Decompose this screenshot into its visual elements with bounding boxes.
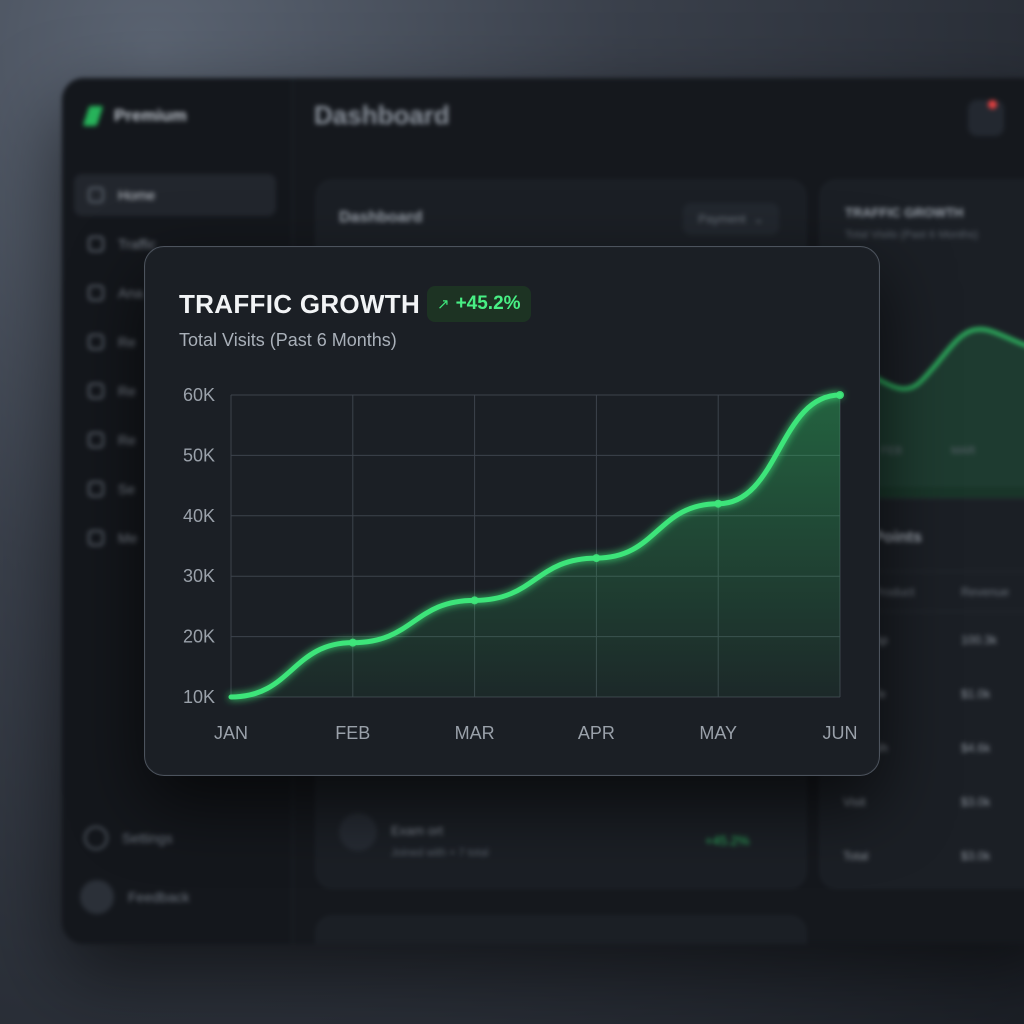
table-cell: Visit bbox=[843, 795, 866, 809]
series-line bbox=[228, 392, 843, 700]
y-tick-label: 60K bbox=[183, 385, 215, 405]
trend-icon bbox=[88, 334, 104, 350]
sidebar-item-label: Se bbox=[118, 481, 136, 497]
brand[interactable]: Premium bbox=[82, 106, 187, 126]
y-axis-ticks: 60K 50K 40K 30K 20K 10K bbox=[183, 385, 215, 707]
y-tick-label: 30K bbox=[183, 566, 215, 586]
table-cell: $3.0k bbox=[961, 849, 991, 863]
megaphone-icon bbox=[88, 432, 104, 448]
users-icon bbox=[88, 285, 104, 301]
avatar bbox=[80, 880, 114, 914]
table-cell: $1.0k bbox=[961, 687, 991, 701]
period-select[interactable]: Payment ⌄ bbox=[683, 203, 779, 235]
sidebar-item-messages[interactable]: Me bbox=[74, 517, 276, 559]
sidebar-item-label: Traffic bbox=[118, 236, 157, 252]
data-point bbox=[714, 499, 723, 508]
period-select-value: Payment bbox=[698, 212, 746, 226]
x-tick-label: JAN bbox=[214, 723, 248, 743]
y-tick-label: 50K bbox=[183, 445, 215, 465]
bar-icon bbox=[88, 383, 104, 399]
right-card-tick: FEB bbox=[881, 445, 903, 457]
right-card-title: TRAFFIC GROWTH bbox=[845, 205, 964, 220]
growth-badge-value: +45.2% bbox=[455, 293, 521, 314]
chart-area bbox=[231, 395, 840, 697]
sidebar-item-schedule[interactable]: Se bbox=[74, 468, 276, 510]
x-tick-label: APR bbox=[578, 723, 615, 743]
table-divider bbox=[821, 571, 1024, 572]
brand-logo-icon bbox=[82, 106, 104, 126]
sidebar-item-reports[interactable]: Re bbox=[74, 321, 276, 363]
notification-dot bbox=[988, 100, 997, 109]
sidebar-nav: Home Traffic Ana Re Re Re bbox=[74, 174, 276, 566]
y-tick-label: 40K bbox=[183, 506, 215, 526]
chart-points bbox=[348, 391, 844, 647]
sidebar-item-analytics[interactable]: Ana bbox=[74, 272, 276, 314]
x-tick-label: MAR bbox=[455, 723, 495, 743]
sidebar-item-home[interactable]: Home bbox=[74, 174, 276, 216]
growth-badge: ↗ +45.2% bbox=[427, 286, 531, 322]
series-area bbox=[231, 395, 840, 697]
x-axis-ticks: JAN FEB MAR APR MAY JUN bbox=[214, 723, 858, 743]
chart-title: TRAFFIC GROWTH bbox=[179, 289, 421, 319]
sidebar-item-label: Re bbox=[118, 432, 136, 448]
sidebar-item-label: Re bbox=[118, 334, 136, 350]
sidebar-item-campaigns[interactable]: Re bbox=[74, 419, 276, 461]
chart-line bbox=[228, 392, 843, 700]
brand-name: Premium bbox=[114, 106, 187, 125]
bell-icon[interactable] bbox=[968, 100, 1004, 136]
table-divider bbox=[821, 611, 1024, 612]
list-item-change: +45.2% bbox=[705, 833, 750, 848]
home-icon bbox=[88, 187, 104, 203]
calendar-icon bbox=[88, 481, 104, 497]
main-card-title: Dashboard bbox=[339, 209, 423, 226]
list-item-title: Exam ort bbox=[391, 823, 444, 838]
sidebar-item-label: Me bbox=[118, 530, 138, 546]
chevron-down-icon: ⌄ bbox=[753, 212, 764, 226]
y-tick-label: 10K bbox=[183, 687, 215, 707]
x-tick-label: JUN bbox=[823, 723, 858, 743]
table-header: Revenue bbox=[961, 585, 1010, 599]
sidebar-item-feedback[interactable]: Feedback bbox=[80, 880, 189, 914]
message-icon bbox=[88, 530, 104, 546]
feedback-label: Feedback bbox=[128, 889, 190, 905]
grid-icon bbox=[88, 236, 104, 252]
data-point bbox=[592, 554, 601, 563]
traffic-growth-card: TRAFFIC GROWTH ↗ +45.2% Total Visits (Pa… bbox=[144, 246, 880, 776]
right-card-subtitle: Total Visits (Past 6 Months) bbox=[845, 229, 979, 241]
table-title: Points bbox=[873, 529, 922, 546]
table-header: Product bbox=[873, 585, 915, 599]
table-cell: $3.0k bbox=[961, 795, 991, 809]
settings-label: Settings bbox=[122, 830, 173, 846]
arrow-up-right-icon: ↗ bbox=[437, 295, 450, 313]
sidebar-item-traffic[interactable]: Traffic bbox=[74, 223, 276, 265]
traffic-line-chart: 60K 50K 40K 30K 20K 10K JAN FEB MAR APR MAY JUN bbox=[183, 385, 858, 743]
table-cell: 100.3k bbox=[961, 633, 998, 647]
page-title: Dashboard bbox=[314, 100, 450, 130]
chart-subtitle: Total Visits (Past 6 Months) bbox=[179, 330, 397, 350]
sidebar-item-label: Re bbox=[118, 383, 136, 399]
sidebar-item-revenue[interactable]: Re bbox=[74, 370, 276, 412]
list-item-subtitle: Joined with + 7 total bbox=[391, 847, 489, 859]
sidebar-item-label: Home bbox=[118, 187, 156, 203]
right-card-tick: MAR bbox=[951, 445, 976, 457]
table-cell: $4.6k bbox=[961, 741, 991, 755]
data-point bbox=[836, 391, 844, 399]
bottom-card bbox=[316, 916, 806, 944]
sidebar-item-label: Ana bbox=[118, 285, 143, 301]
x-tick-label: FEB bbox=[335, 723, 370, 743]
gear-icon bbox=[84, 826, 108, 850]
data-point bbox=[470, 596, 479, 605]
x-tick-label: MAY bbox=[699, 723, 737, 743]
data-point bbox=[348, 638, 357, 647]
table-cell: Total bbox=[843, 849, 869, 863]
list-item-avatar bbox=[339, 813, 377, 851]
y-tick-label: 20K bbox=[183, 627, 215, 647]
sidebar-item-settings[interactable]: Settings bbox=[84, 826, 173, 850]
